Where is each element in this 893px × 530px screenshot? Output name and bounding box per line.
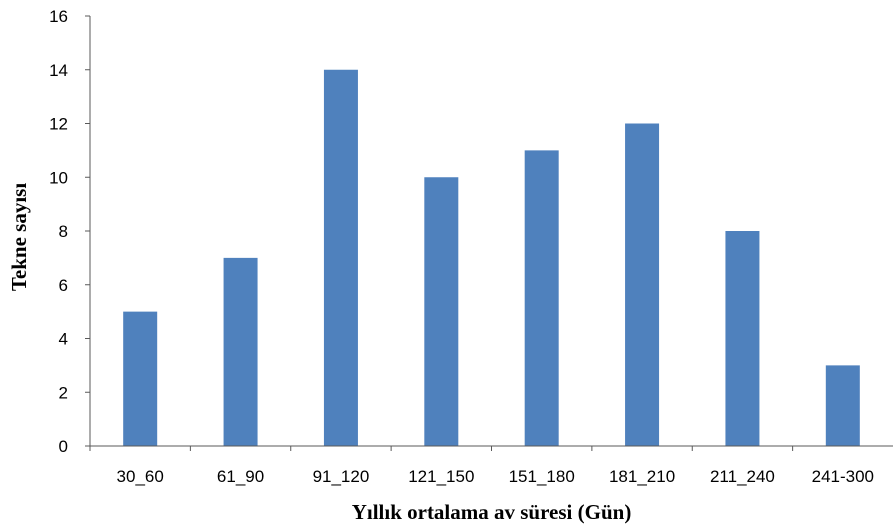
x-tick-labels: 30_60 61_90 91_120 121_150 151_180 181_210 211… bbox=[89, 446, 874, 486]
x-tick-label: 91_120 bbox=[313, 467, 370, 486]
bar-151_180 bbox=[524, 150, 559, 446]
x-tick-label: 181_210 bbox=[609, 467, 675, 486]
bar-91_120 bbox=[323, 69, 358, 446]
bar-211_240 bbox=[725, 231, 760, 446]
y-tick-label: 2 bbox=[59, 383, 68, 402]
y-tick-label: 8 bbox=[59, 222, 68, 241]
y-tick-label: 10 bbox=[49, 168, 68, 187]
y-axis-title: Tekne sayısı bbox=[7, 183, 31, 292]
bar-61_90 bbox=[223, 257, 258, 446]
y-tick-label: 16 bbox=[49, 7, 68, 26]
bar-121_150 bbox=[424, 177, 459, 446]
x-axis-title: Yıllık ortalama av süresi (Gün) bbox=[352, 500, 632, 524]
y-tick-labels: 0 2 4 6 8 10 12 14 16 bbox=[49, 7, 90, 456]
x-tick-label: 241-300 bbox=[812, 467, 874, 486]
y-tick-label: 6 bbox=[59, 276, 68, 295]
bar-181_210 bbox=[625, 123, 660, 446]
y-tick-label: 4 bbox=[59, 330, 68, 349]
x-tick-label: 30_60 bbox=[117, 467, 164, 486]
bar-30_60 bbox=[123, 311, 158, 446]
x-tick-label: 211_240 bbox=[710, 467, 775, 486]
bars-group bbox=[123, 69, 860, 446]
bar-241-300 bbox=[825, 365, 860, 446]
x-tick-label: 61_90 bbox=[217, 467, 264, 486]
y-tick-label: 0 bbox=[59, 437, 68, 456]
y-tick-label: 12 bbox=[49, 115, 68, 134]
y-tick-label: 14 bbox=[49, 61, 68, 80]
x-tick-label: 121_150 bbox=[408, 467, 474, 486]
x-tick-label: 151_180 bbox=[509, 467, 575, 486]
